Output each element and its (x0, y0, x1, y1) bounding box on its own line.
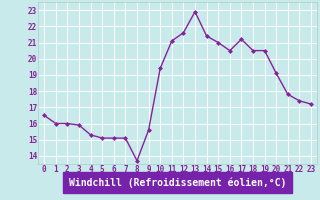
X-axis label: Windchill (Refroidissement éolien,°C): Windchill (Refroidissement éolien,°C) (69, 177, 286, 188)
